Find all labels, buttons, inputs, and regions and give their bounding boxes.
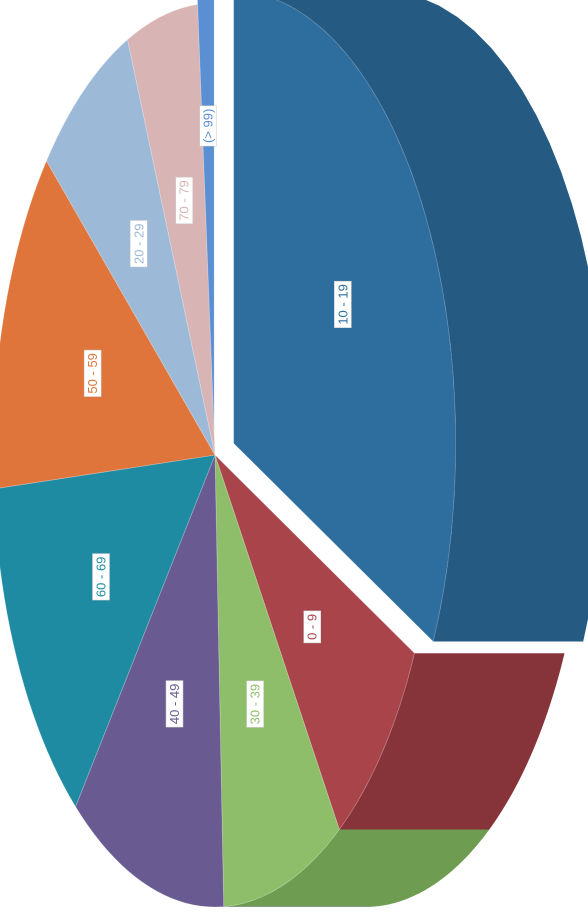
slice-40-49[interactable] [75,454,225,908]
svg-text:30 - 39: 30 - 39 [248,684,263,724]
pie-side-walls [215,0,588,907]
svg-text:20 - 29: 20 - 29 [131,223,146,263]
svg-text:0 - 9: 0 - 9 [305,614,320,640]
svg-text:(> 99): (> 99) [201,109,216,143]
slice-label-99: (> 99) [199,105,217,147]
slice-label-10-19: 10 - 19 [334,280,352,328]
svg-text:10 - 19: 10 - 19 [335,284,350,324]
slice-30-39[interactable] [214,454,340,908]
slice-50-59[interactable] [0,159,216,489]
slice-label-50-59: 50 - 59 [83,349,102,397]
slice-label-70-79: 70 - 79 [175,176,193,224]
pie-labels: 10 - 19 0 - 9 30 - 39 40 - 49 60 - 69 50 - 59… [83,105,352,728]
svg-text:40 - 49: 40 - 49 [167,684,182,724]
svg-text:60 - 69: 60 - 69 [93,557,108,597]
slice-side-10-19 [276,0,588,642]
slice-label-60-69: 60 - 69 [92,553,110,601]
slice-label-30-39: 30 - 39 [246,680,264,728]
svg-text:50 - 59: 50 - 59 [85,353,100,393]
svg-text:70 - 79: 70 - 79 [177,180,192,220]
slice-70-79[interactable] [127,3,216,456]
slice-label-0-9: 0 - 9 [303,610,321,644]
slice-label-40-49: 40 - 49 [165,680,184,728]
slice-side-0-9 [339,653,565,830]
slice-60-69[interactable] [0,454,216,808]
slice-label-20-29: 20 - 29 [130,220,148,268]
slice-side-30-39 [223,829,490,907]
